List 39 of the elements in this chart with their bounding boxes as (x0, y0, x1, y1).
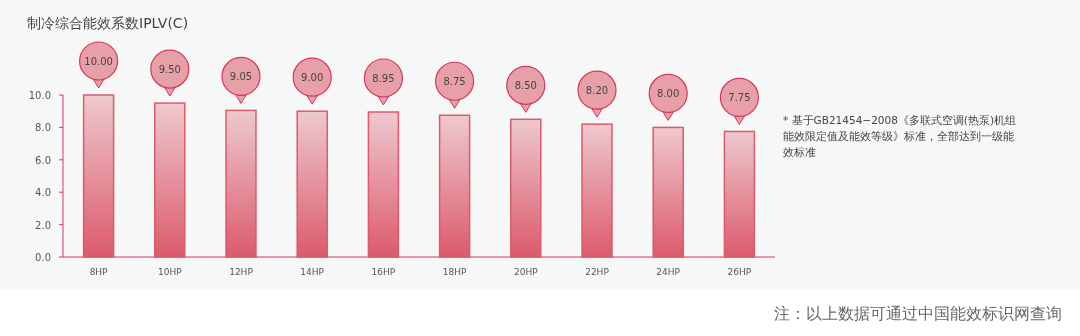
bar (510, 118, 542, 258)
data-label: 8.20 (585, 85, 609, 97)
y-tick-label: 0.0 (35, 252, 51, 263)
bar (82, 94, 115, 258)
data-label: 9.05 (229, 71, 253, 83)
x-tick-label: 24HP (656, 267, 681, 277)
data-label: 9.00 (301, 72, 324, 84)
x-tick-label: 22HP (585, 267, 610, 277)
bar (154, 102, 186, 258)
data-label: 8.95 (372, 73, 395, 85)
x-tick-label: 26HP (727, 267, 752, 277)
bar (723, 130, 756, 258)
x-tick-label: 12HP (229, 267, 254, 277)
x-tick-label: 16HP (371, 267, 396, 277)
bar (225, 109, 257, 258)
bar (652, 126, 684, 258)
y-tick-label: 6.0 (35, 154, 51, 166)
y-tick-label: 10.0 (28, 90, 51, 101)
x-tick-label: 8HP (89, 267, 109, 277)
x-tick-label: 20HP (513, 267, 539, 277)
bar (367, 111, 400, 258)
bar (581, 123, 613, 258)
y-tick-label: 2.0 (35, 219, 51, 231)
data-label: 9.50 (158, 64, 181, 76)
y-tick-label: 4.0 (35, 187, 51, 199)
chart-title: 制冷综合能效系数IPLV(C) (27, 15, 189, 31)
bar (438, 114, 471, 258)
data-label: 8.00 (657, 88, 680, 100)
x-tick-label: 18HP (442, 267, 467, 277)
x-tick-label: 14HP (300, 267, 325, 277)
y-tick-label: 8.0 (35, 122, 51, 134)
data-label: 8.75 (443, 76, 466, 88)
x-tick-label: 10HP (157, 267, 183, 277)
data-label: 8.50 (514, 80, 537, 92)
text: 注：以上数据可通过中国能效标识网查询 (774, 304, 1062, 323)
bar (296, 110, 328, 258)
data-label: 7.75 (728, 92, 751, 104)
data-label: 10.00 (84, 56, 113, 67)
text: * 基于GB21454−2008《多联式空调(热泵)机组能效限定值及能效等级》标准，全部达到一级能效标准 (783, 113, 1018, 160)
